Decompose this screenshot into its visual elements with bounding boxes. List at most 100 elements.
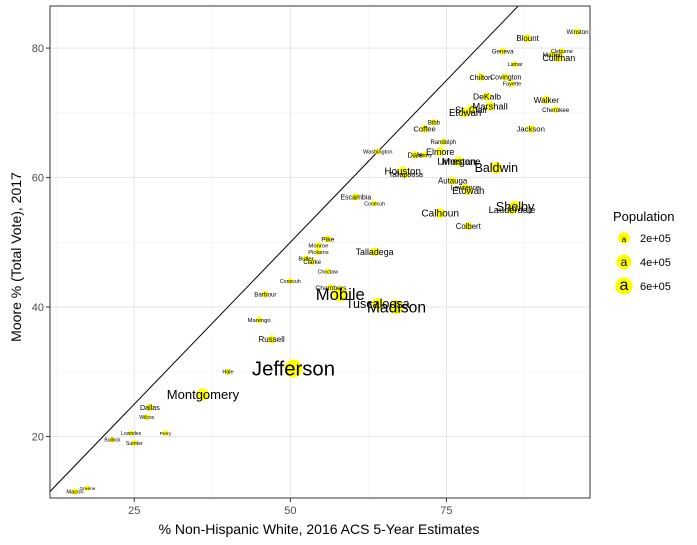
data-point bbox=[224, 368, 231, 375]
x-axis: 25 50 75 bbox=[128, 498, 453, 517]
data-point bbox=[435, 208, 446, 219]
point-label: Barbour bbox=[254, 291, 276, 298]
point-label: Sumter bbox=[126, 441, 143, 447]
data-point bbox=[287, 278, 294, 285]
point-label: Montgomery bbox=[167, 387, 240, 402]
point-label: Lawrence bbox=[451, 185, 480, 192]
data-point bbox=[302, 255, 310, 262]
point-label: Perry bbox=[160, 431, 172, 437]
point-label: Jefferson bbox=[252, 359, 335, 381]
data-point bbox=[502, 73, 510, 81]
legend-key-glyph: a bbox=[621, 255, 628, 269]
point-label: Geneva bbox=[492, 49, 514, 56]
data-point bbox=[315, 248, 322, 256]
point-label: Tuscaloosa bbox=[346, 297, 410, 311]
grid-major bbox=[50, 6, 590, 498]
data-point bbox=[552, 106, 560, 113]
legend-key-glyph: a bbox=[620, 277, 629, 294]
data-point bbox=[440, 138, 447, 146]
point-label: Limestone bbox=[437, 157, 480, 167]
point-label: Cullman bbox=[542, 53, 575, 63]
point-label: Jackson bbox=[516, 125, 544, 134]
legend-entry-label: 6e+05 bbox=[640, 281, 671, 293]
reference-line-y-equals-x bbox=[49, 5, 519, 492]
point-label: Monroe bbox=[308, 244, 329, 250]
point-label: Fayette bbox=[503, 82, 522, 88]
point-label: Covington bbox=[490, 75, 521, 82]
point-label: Macon bbox=[66, 490, 83, 496]
data-point bbox=[558, 48, 565, 55]
point-label: Tallapoosa bbox=[389, 171, 423, 179]
data-point bbox=[374, 148, 381, 155]
legend: Population a 2e+05 a 4e+05 a 6e+05 bbox=[613, 209, 674, 295]
data-point bbox=[453, 156, 464, 167]
data-point bbox=[308, 258, 316, 266]
data-point bbox=[523, 34, 532, 43]
data-point bbox=[370, 247, 380, 257]
point-label: Pickens bbox=[308, 250, 329, 256]
y-tick-label: 20 bbox=[32, 432, 44, 444]
data-point bbox=[463, 185, 474, 196]
point-label: Cherokee bbox=[542, 107, 570, 114]
point-label: Choctaw bbox=[318, 269, 339, 275]
point-label: Colbert bbox=[456, 222, 482, 231]
point-label: Chilton bbox=[469, 73, 492, 82]
data-point bbox=[420, 125, 429, 133]
legend-key-circle bbox=[616, 254, 632, 270]
data-point bbox=[315, 242, 322, 249]
y-tick-label: 60 bbox=[32, 173, 44, 185]
point-label: Winston bbox=[566, 29, 589, 36]
data-point bbox=[324, 268, 331, 275]
point-label: Marengo bbox=[248, 318, 271, 324]
point-label: Talladega bbox=[356, 247, 394, 257]
point-label: Houston bbox=[385, 166, 421, 177]
point-label: Etowah bbox=[449, 108, 481, 119]
point-label: Randolph bbox=[430, 140, 456, 146]
data-point bbox=[128, 430, 135, 437]
point-label: Calhoun bbox=[421, 209, 459, 220]
data-point bbox=[509, 200, 522, 213]
y-tick-label: 80 bbox=[32, 43, 44, 55]
legend-key-circle bbox=[618, 232, 630, 244]
point-label: Russell bbox=[258, 335, 285, 344]
plot-panel-border bbox=[49, 5, 591, 499]
point-label: Conecuh bbox=[364, 201, 385, 207]
point-label: Coffee bbox=[413, 125, 435, 134]
data-point bbox=[324, 235, 332, 243]
data-point bbox=[485, 101, 495, 111]
point-label: Pike bbox=[321, 236, 334, 243]
data-point bbox=[284, 359, 303, 378]
data-point bbox=[508, 80, 516, 87]
x-axis-title: % Non-Hispanic White, 2016 ACS 5-Year Es… bbox=[159, 521, 480, 537]
point-label: Bibb bbox=[428, 121, 441, 127]
legend-entry-label: 4e+05 bbox=[640, 257, 671, 269]
data-point bbox=[526, 125, 535, 133]
data-point bbox=[476, 73, 485, 81]
point-label: Cleburne bbox=[551, 49, 573, 55]
x-tick-label: 75 bbox=[440, 505, 452, 517]
data-point bbox=[371, 297, 384, 310]
legend-key-glyph: a bbox=[622, 235, 627, 244]
data-point bbox=[255, 316, 263, 324]
point-label: Walker bbox=[534, 95, 560, 105]
reference-line-group bbox=[49, 5, 519, 492]
data-point bbox=[332, 286, 348, 302]
data-point bbox=[327, 284, 335, 292]
y-axis: 20 40 60 80 bbox=[32, 43, 50, 444]
point-label: Wilcox bbox=[139, 415, 154, 421]
data-point bbox=[512, 61, 519, 68]
data-point bbox=[371, 200, 378, 207]
point-label: Greene bbox=[80, 486, 96, 492]
data-point bbox=[542, 95, 551, 105]
data-point bbox=[435, 147, 445, 157]
x-tick-label: 50 bbox=[284, 505, 296, 517]
data-point bbox=[574, 28, 581, 36]
point-label: Bullock bbox=[104, 437, 121, 443]
point-label: Morgan bbox=[442, 157, 477, 168]
point-label: Elmore bbox=[426, 147, 454, 157]
point-label: Escambia bbox=[341, 194, 372, 201]
point-label: Dale bbox=[407, 151, 423, 160]
data-point bbox=[84, 485, 91, 492]
